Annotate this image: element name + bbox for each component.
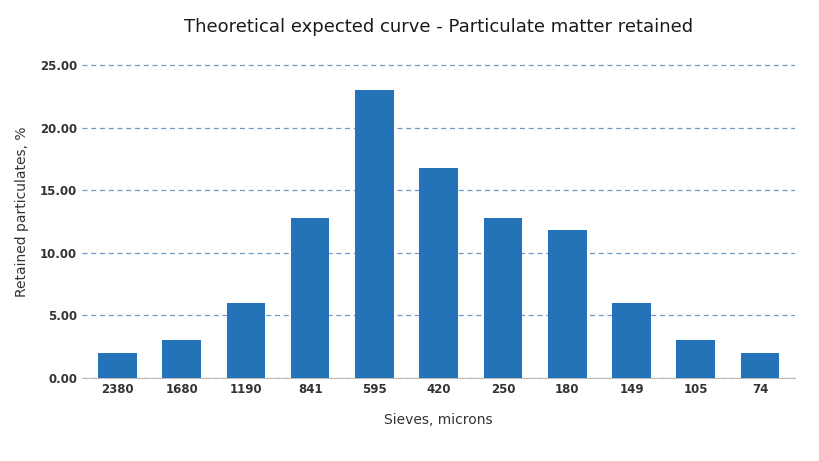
Bar	[98, 353, 137, 378]
Bar	[740, 353, 778, 378]
Bar	[612, 303, 650, 378]
Bar	[162, 340, 201, 378]
Bar	[547, 230, 586, 378]
Title: Theoretical expected curve - Particulate matter retained: Theoretical expected curve - Particulate…	[184, 18, 692, 36]
Bar	[483, 218, 522, 378]
Bar	[291, 218, 329, 378]
Bar	[226, 303, 265, 378]
X-axis label: Sieves, microns: Sieves, microns	[384, 413, 492, 426]
Bar	[419, 168, 458, 378]
Bar	[355, 90, 393, 378]
Y-axis label: Retained particulates, %: Retained particulates, %	[15, 127, 29, 297]
Bar	[676, 340, 714, 378]
